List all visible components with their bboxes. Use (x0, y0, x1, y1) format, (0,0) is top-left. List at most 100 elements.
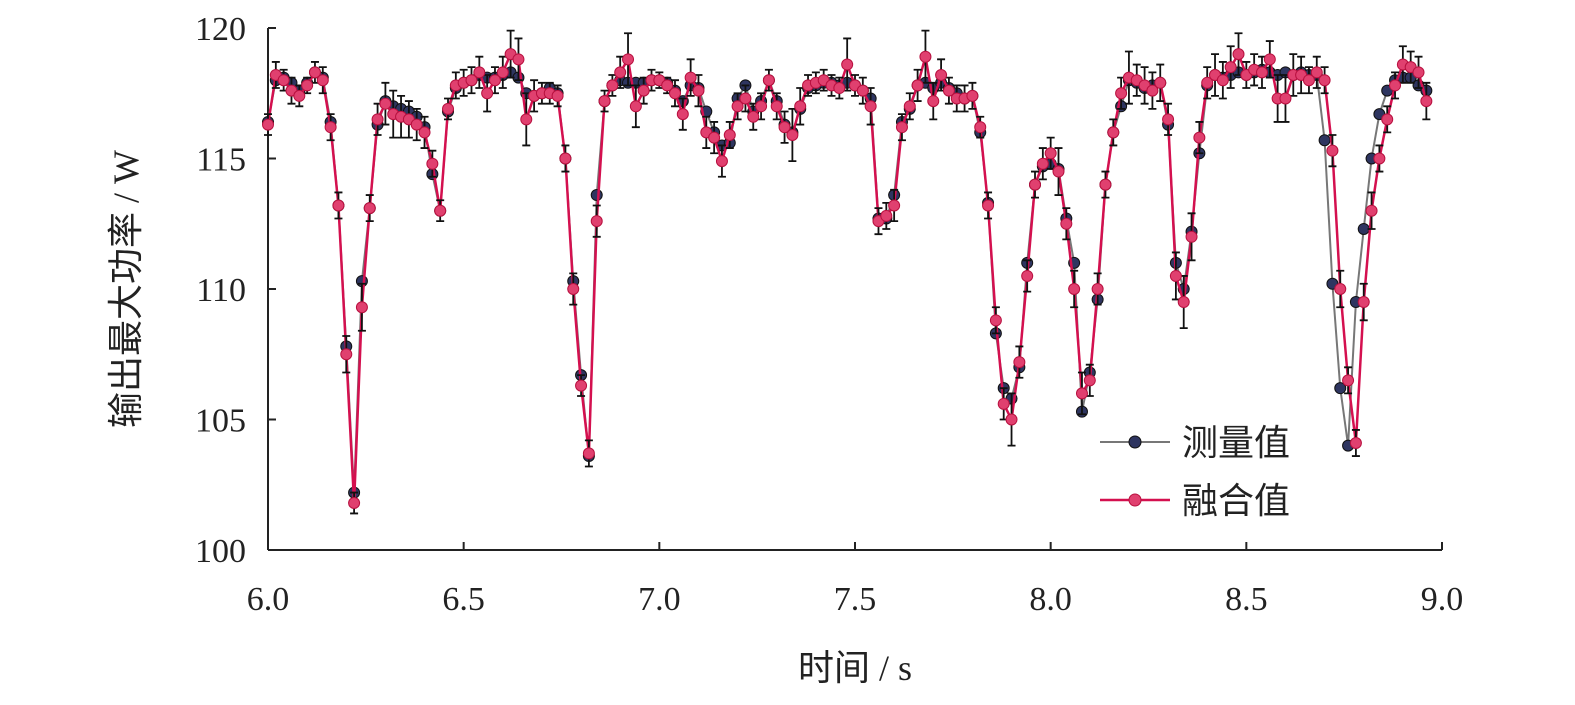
data-point (966, 89, 979, 102)
data-point (1193, 131, 1206, 144)
data-point (1216, 74, 1229, 87)
data-point (590, 215, 603, 228)
data-point (982, 199, 995, 212)
data-point (1365, 204, 1378, 217)
data-point (606, 79, 619, 92)
data-point (418, 126, 431, 139)
data-point (551, 89, 564, 102)
data-point (1099, 178, 1112, 191)
data-point (1013, 356, 1026, 369)
x-tick-label: 7.5 (834, 581, 877, 618)
data-point (1115, 87, 1128, 100)
data-point (1029, 178, 1042, 191)
data-point (880, 209, 893, 222)
data-point (371, 113, 384, 126)
data-point (582, 447, 595, 460)
data-point (426, 157, 439, 170)
data-point (316, 74, 329, 87)
x-axis-title: 时间 / s (798, 648, 912, 688)
data-point (1334, 283, 1347, 295)
data-point (1075, 387, 1088, 400)
x-tick-label: 6.0 (247, 581, 290, 618)
data-point (575, 379, 588, 392)
x-tick-label: 8.0 (1029, 581, 1072, 618)
data-point (324, 121, 337, 134)
y-tick-label: 110 (196, 272, 246, 309)
data-point (989, 314, 1002, 327)
data-point (1334, 382, 1347, 395)
data-point (841, 58, 854, 71)
data-point (942, 84, 955, 97)
data-point (692, 84, 705, 97)
data-point (559, 152, 572, 165)
data-point (1146, 84, 1159, 97)
x-tick-label: 6.5 (442, 581, 485, 618)
data-point (1279, 92, 1292, 105)
data-point (1091, 283, 1104, 295)
data-point (856, 84, 869, 97)
data-point (1044, 147, 1057, 160)
y-tick-label: 100 (195, 533, 246, 570)
legend-label: 融合值 (1182, 481, 1290, 521)
data-point (778, 121, 791, 134)
x-tick-label: 9.0 (1421, 581, 1464, 618)
data-point (1052, 165, 1065, 178)
data-point (590, 189, 603, 202)
data-point (770, 100, 783, 113)
data-point (629, 100, 642, 113)
data-point (379, 97, 392, 110)
data-point (1255, 66, 1268, 79)
data-point (1373, 152, 1386, 165)
legend-marker (1128, 435, 1142, 449)
data-point (488, 74, 501, 87)
data-point (739, 92, 752, 105)
data-point (723, 129, 736, 142)
data-point (676, 108, 689, 121)
data-point (1185, 230, 1198, 243)
data-point (747, 110, 760, 123)
data-point (935, 68, 948, 81)
y-tick-label: 105 (195, 403, 246, 440)
data-point (340, 348, 353, 361)
data-point (434, 204, 447, 217)
data-point (864, 100, 877, 113)
y-tick-label: 120 (195, 11, 246, 48)
data-point (481, 87, 494, 100)
data-point (1349, 436, 1362, 449)
data-point (262, 118, 274, 131)
data-point (598, 95, 611, 108)
data-point (277, 74, 290, 87)
data-point (1232, 48, 1245, 61)
data-point (1036, 157, 1049, 170)
data-point (567, 283, 580, 295)
data-point (465, 74, 478, 87)
data-point (794, 100, 807, 113)
data-point (903, 100, 916, 113)
data-point (1302, 74, 1315, 87)
data-point (293, 89, 306, 102)
data-point (1310, 66, 1323, 79)
legend-marker (1128, 493, 1142, 507)
data-point (1083, 374, 1096, 387)
data-point (833, 82, 846, 95)
data-point (1342, 374, 1355, 387)
data-point (668, 87, 681, 100)
data-point (927, 95, 940, 108)
data-point (473, 66, 486, 79)
data-point (622, 53, 635, 66)
data-point (1005, 413, 1018, 426)
data-point (308, 66, 321, 79)
data-point (755, 100, 768, 113)
data-point (1412, 66, 1425, 79)
data-point (1357, 296, 1370, 309)
y-tick-label: 115 (196, 142, 246, 179)
data-point (614, 66, 627, 79)
data-point (974, 121, 987, 134)
data-point (355, 301, 368, 314)
data-point (786, 129, 799, 142)
x-tick-label: 8.5 (1225, 581, 1268, 618)
y-axis-title: 输出最大功率 / W (106, 150, 146, 428)
data-point (1068, 283, 1081, 295)
data-point (762, 74, 775, 87)
